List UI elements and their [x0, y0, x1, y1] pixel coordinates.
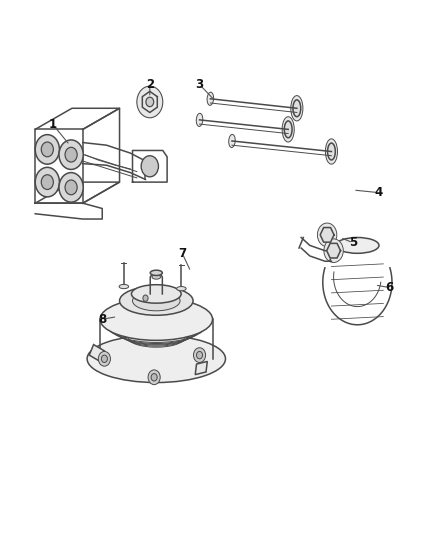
Circle shape [194, 348, 205, 362]
Ellipse shape [100, 298, 212, 341]
Text: 2: 2 [146, 78, 154, 91]
Polygon shape [320, 228, 334, 242]
Polygon shape [89, 344, 104, 361]
Circle shape [143, 295, 148, 301]
Text: 6: 6 [386, 281, 394, 294]
Ellipse shape [293, 100, 301, 117]
Circle shape [141, 156, 159, 177]
Circle shape [146, 97, 154, 107]
Ellipse shape [119, 285, 129, 289]
Ellipse shape [120, 286, 193, 316]
Circle shape [318, 223, 337, 247]
Ellipse shape [328, 143, 336, 160]
Circle shape [137, 86, 163, 118]
Ellipse shape [131, 285, 181, 303]
Ellipse shape [293, 100, 301, 117]
Circle shape [35, 167, 60, 197]
Ellipse shape [150, 270, 162, 276]
Circle shape [324, 239, 343, 262]
Ellipse shape [207, 92, 214, 106]
Ellipse shape [284, 121, 292, 138]
Circle shape [65, 180, 77, 195]
Polygon shape [195, 361, 207, 375]
Circle shape [41, 142, 53, 157]
Ellipse shape [284, 121, 292, 138]
Text: 1: 1 [49, 118, 57, 131]
Ellipse shape [325, 139, 338, 164]
Ellipse shape [229, 134, 235, 148]
Ellipse shape [336, 238, 379, 253]
Ellipse shape [177, 287, 186, 291]
Ellipse shape [282, 117, 294, 142]
Circle shape [101, 355, 107, 362]
Circle shape [59, 173, 83, 202]
Ellipse shape [291, 95, 303, 121]
Text: 4: 4 [375, 186, 383, 199]
Text: 3: 3 [195, 78, 204, 91]
Polygon shape [142, 91, 157, 112]
Text: 5: 5 [349, 236, 357, 249]
Circle shape [65, 147, 77, 162]
Ellipse shape [133, 291, 180, 311]
Ellipse shape [87, 335, 226, 383]
Circle shape [151, 374, 157, 381]
Polygon shape [327, 244, 340, 258]
Circle shape [41, 175, 53, 190]
Ellipse shape [328, 143, 336, 160]
Text: 7: 7 [178, 247, 186, 260]
Circle shape [59, 140, 83, 169]
Circle shape [197, 351, 202, 359]
Text: 8: 8 [98, 313, 106, 326]
Circle shape [35, 135, 60, 164]
Ellipse shape [152, 275, 161, 279]
Ellipse shape [196, 114, 203, 126]
Circle shape [148, 370, 160, 385]
Circle shape [99, 351, 110, 366]
